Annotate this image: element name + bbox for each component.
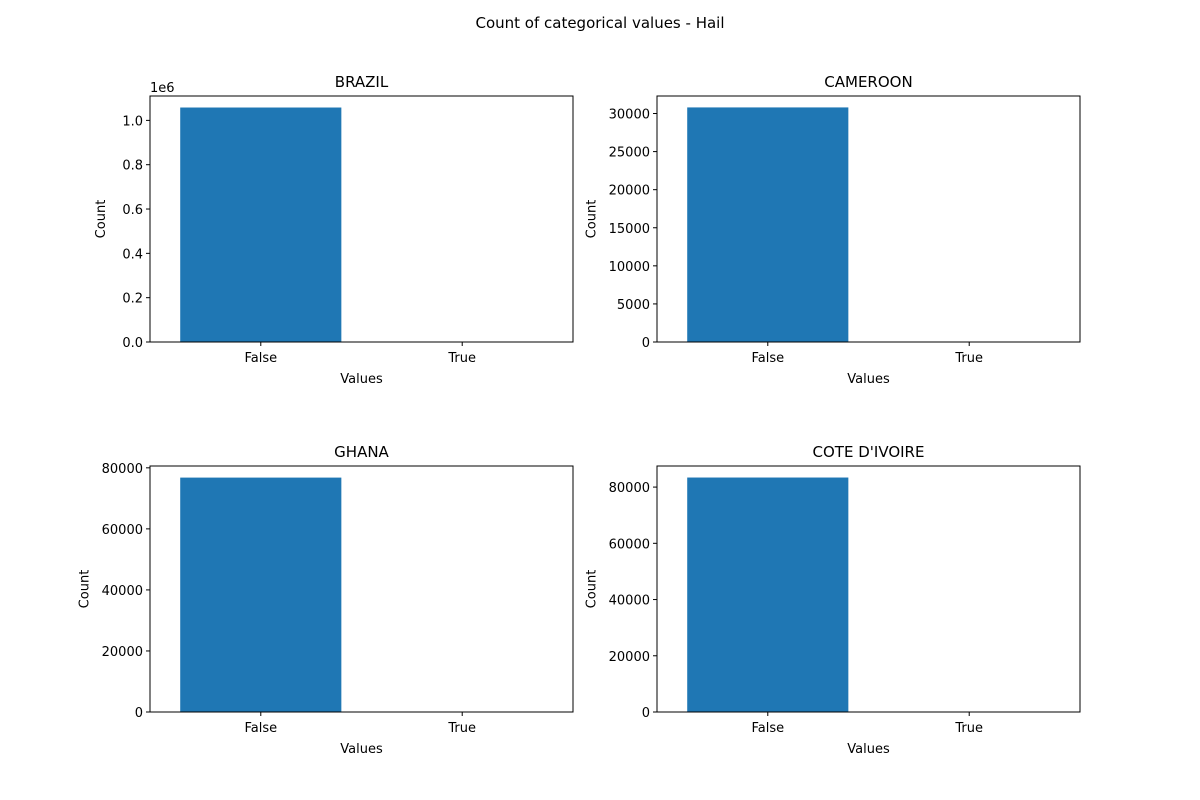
bar-false (687, 107, 849, 342)
subplot-grid: False True 0.0 0.2 0.4 0.6 0.8 1.0 1e6 BRAZIL Valu… (78, 73, 1081, 757)
y-tick-label: 0 (642, 336, 650, 351)
y-tick-label: 10000 (609, 260, 650, 275)
y-tick-label: 0.2 (122, 292, 143, 307)
subplot-1: False True 0.0 0.2 0.4 0.6 0.8 1.0 1e6 BRAZIL Valu… (94, 73, 574, 387)
y-tick-label: 20000 (102, 645, 143, 660)
bar-false (180, 477, 342, 712)
y-tick-label: 30000 (609, 108, 650, 123)
y-tick-label: 60000 (609, 537, 650, 552)
bar-false (687, 477, 849, 712)
x-tick-label: True (954, 721, 983, 736)
y-tick-label: 0.6 (122, 203, 143, 218)
subplot-2: False True 0 5000 10000 15000 20000 25000 30000 C… (585, 73, 1081, 387)
y-tick-label: 80000 (609, 481, 650, 496)
y-tick-label: 0.4 (122, 247, 143, 262)
x-tick-label: True (447, 351, 476, 366)
axes-frame (656, 95, 1081, 343)
y-offset-label: 1e6 (150, 81, 175, 96)
y-tick-label: 40000 (102, 584, 143, 599)
y-axis-label: Count (585, 200, 600, 239)
x-tick-label: True (954, 351, 983, 366)
x-axis-label: Values (847, 372, 890, 387)
axes-frame (149, 465, 574, 713)
subplot-3: False True 0 20000 40000 60000 80000 GHANA Value… (78, 443, 574, 757)
y-tick-label: 0 (642, 706, 650, 721)
y-tick-label: 20000 (609, 184, 650, 199)
subplot-title: BRAZIL (335, 73, 389, 91)
x-axis-label: Values (340, 742, 383, 757)
y-tick-label: 0.0 (122, 336, 143, 351)
axes-frame (149, 95, 574, 343)
y-axis-label: Count (94, 200, 109, 239)
subplot-title: GHANA (334, 443, 389, 461)
y-tick-label: 25000 (609, 146, 650, 161)
x-tick-label: False (244, 351, 277, 366)
x-tick-label: False (751, 351, 784, 366)
y-tick-label: 20000 (609, 650, 650, 665)
subplot-4: False True 0 20000 40000 60000 80000 COTE D'IVO… (585, 443, 1081, 757)
y-tick-label: 5000 (617, 298, 650, 313)
x-tick-label: False (751, 721, 784, 736)
x-tick-label: True (447, 721, 476, 736)
y-tick-label: 15000 (609, 222, 650, 237)
y-tick-label: 40000 (609, 594, 650, 609)
y-tick-label: 0.8 (122, 159, 143, 174)
x-tick-label: False (244, 721, 277, 736)
subplot-title: CAMEROON (824, 73, 912, 91)
figure-suptitle: Count of categorical values - Hail (475, 14, 724, 32)
y-tick-label: 0 (135, 706, 143, 721)
y-axis-label: Count (585, 570, 600, 609)
y-tick-label: 80000 (102, 462, 143, 477)
bar-false (180, 107, 342, 343)
y-tick-label: 60000 (102, 523, 143, 538)
subplot-title: COTE D'IVOIRE (813, 443, 925, 461)
x-axis-label: Values (847, 742, 890, 757)
x-axis-label: Values (340, 372, 383, 387)
axes-frame (656, 465, 1081, 713)
y-axis-label: Count (78, 570, 93, 609)
y-tick-label: 1.0 (122, 114, 143, 129)
